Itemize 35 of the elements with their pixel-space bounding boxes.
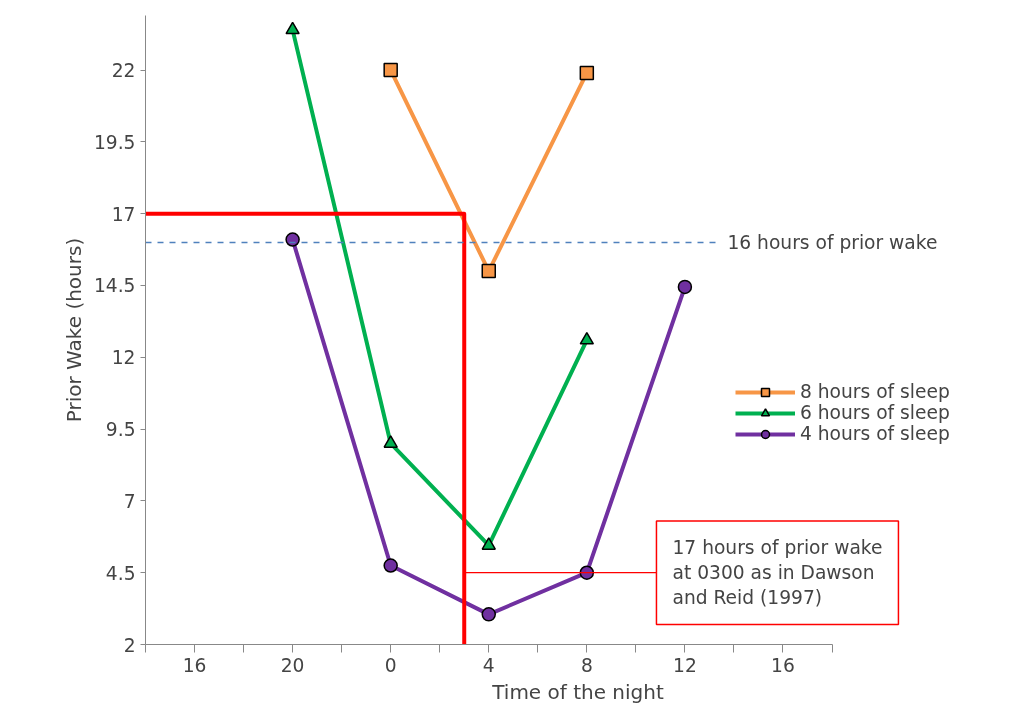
x-axis-title: Time of the night: [491, 679, 664, 704]
x-tick-label: 4: [482, 654, 495, 676]
point: [481, 537, 496, 550]
point: [383, 62, 398, 78]
legend-label: 4 hours of sleep: [800, 423, 950, 444]
y-tick-label: 4.5: [105, 562, 136, 584]
point: [677, 279, 693, 295]
y-tick-label: 2: [123, 634, 136, 656]
point: [481, 607, 496, 622]
y-axis-title: Prior Wake (hours): [61, 237, 86, 423]
ref-line-label: 16 hours of prior wake: [727, 231, 938, 253]
y-tick-label: 22: [111, 60, 136, 82]
legend-label: 6 hours of sleep: [800, 402, 950, 423]
y-tick-label: 9.5: [105, 419, 136, 441]
x-tick-label: 20: [280, 654, 305, 676]
annotation: 17 hours of prior wake at 0300 as in Dawson and Reid (1997): [672, 537, 883, 609]
y-tick-label: 7: [123, 490, 136, 512]
point: [383, 435, 398, 448]
x-tick-label: 0: [384, 654, 397, 676]
point: [579, 565, 595, 580]
x-tick-label: 12: [673, 654, 697, 676]
point: [579, 65, 595, 81]
y-tick-label: 12: [111, 347, 136, 369]
point: [579, 331, 595, 345]
point: [285, 232, 300, 247]
point: [285, 21, 300, 35]
point: [481, 263, 496, 279]
point: [383, 558, 398, 573]
x-tick-label: 16: [771, 654, 795, 676]
y-tick-label: 14.5: [93, 275, 136, 297]
x-tick-label: 16: [182, 654, 207, 676]
y-tick-label: 17: [111, 203, 136, 225]
legend-label: 8 hours of sleep: [800, 381, 950, 402]
y-tick-label: 19.5: [93, 131, 136, 153]
x-tick-label: 8: [580, 654, 593, 676]
